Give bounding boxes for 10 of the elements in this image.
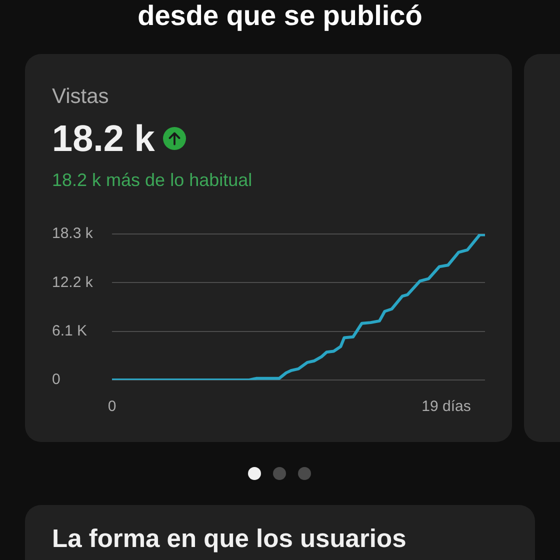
chart-title: Vistas bbox=[52, 85, 109, 108]
text: La forma en que los usuarios bbox=[52, 525, 406, 553]
text: desde que se publicó bbox=[136, 0, 424, 31]
y-tick-label: 0 bbox=[52, 371, 60, 388]
y-tick-label: 18.3 k bbox=[52, 225, 94, 242]
y-tick-label: 6.1 K bbox=[52, 322, 88, 340]
chart-subtitle: 18.2 k más de lo habitual bbox=[52, 170, 252, 190]
y-tick-label: 12.2 k bbox=[52, 274, 94, 291]
text: 18.2 k bbox=[52, 118, 155, 159]
x-tick-label: 19 días bbox=[422, 398, 471, 416]
